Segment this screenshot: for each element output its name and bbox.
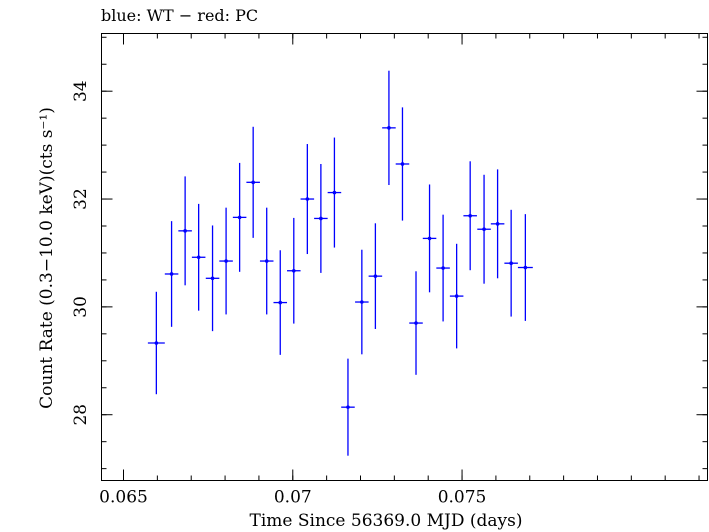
data-point-group xyxy=(191,203,206,311)
data-point xyxy=(210,276,215,281)
data-point-group xyxy=(287,217,301,324)
data-point-group xyxy=(327,137,342,248)
data-point xyxy=(523,265,528,270)
data-point xyxy=(360,300,364,304)
y-tick-label: 28 xyxy=(71,404,91,426)
data-point xyxy=(509,261,513,266)
data-point-group xyxy=(395,107,410,221)
data-point-group xyxy=(449,243,464,349)
data-point xyxy=(400,162,405,166)
x-tick-label: 0.075 xyxy=(438,488,487,508)
data-point-group xyxy=(205,225,220,332)
data-point xyxy=(237,215,242,220)
x-tick-label: 0.07 xyxy=(274,488,312,508)
data-point xyxy=(332,190,337,195)
data-series xyxy=(147,70,533,456)
data-point-group xyxy=(409,271,423,375)
data-point-group xyxy=(219,207,233,315)
data-point xyxy=(387,126,391,130)
data-point-group xyxy=(355,249,369,355)
chart-title: blue: WT − red: PC xyxy=(101,6,258,25)
data-point xyxy=(414,321,418,325)
data-point-group xyxy=(517,214,533,321)
data-point xyxy=(291,268,296,273)
data-point xyxy=(183,229,187,233)
data-point xyxy=(441,266,445,270)
data-point-group xyxy=(463,161,477,271)
data-point-group xyxy=(273,250,288,355)
data-point-group xyxy=(490,169,505,279)
data-point-group xyxy=(246,126,260,238)
y-tick-label: 32 xyxy=(71,188,91,210)
data-point xyxy=(305,197,310,201)
data-point xyxy=(264,259,269,263)
data-point xyxy=(154,341,159,345)
plot-frame xyxy=(101,33,708,481)
x-axis-label: Time Since 56369.0 MJD (days) xyxy=(250,511,523,531)
data-point xyxy=(346,405,350,409)
data-point xyxy=(224,259,228,263)
data-point xyxy=(319,216,323,221)
data-point xyxy=(169,272,174,276)
data-point-group xyxy=(477,174,491,284)
data-point-group xyxy=(300,144,315,255)
data-point-group xyxy=(341,358,355,456)
data-point-group xyxy=(382,70,396,186)
y-axis: 28 30 32 34 xyxy=(71,36,708,470)
data-point xyxy=(196,255,201,260)
data-point-group xyxy=(259,207,274,315)
data-point xyxy=(454,294,459,298)
y-tick-label: 30 xyxy=(71,296,91,318)
data-point-group xyxy=(436,214,450,322)
data-point xyxy=(373,274,378,278)
data-point-group xyxy=(164,221,179,327)
data-point-group xyxy=(232,162,247,272)
data-point-group xyxy=(147,291,165,395)
x-tick-label: 0.065 xyxy=(99,488,148,508)
y-axis-label: Count Rate (0.3−10.0 keV)(cts s⁻¹) xyxy=(37,107,57,409)
data-point xyxy=(251,180,255,185)
data-point xyxy=(278,300,283,305)
data-point-group xyxy=(504,209,518,317)
data-point-group xyxy=(368,223,383,329)
data-point xyxy=(468,213,472,218)
data-point xyxy=(495,222,500,226)
data-point-group xyxy=(314,163,328,273)
data-point xyxy=(482,227,486,232)
data-point-group xyxy=(178,176,192,286)
data-point xyxy=(427,236,432,241)
y-tick-label: 34 xyxy=(71,80,91,102)
x-axis: 0.065 0.07 0.075 xyxy=(99,33,700,508)
data-point-group xyxy=(422,184,437,293)
